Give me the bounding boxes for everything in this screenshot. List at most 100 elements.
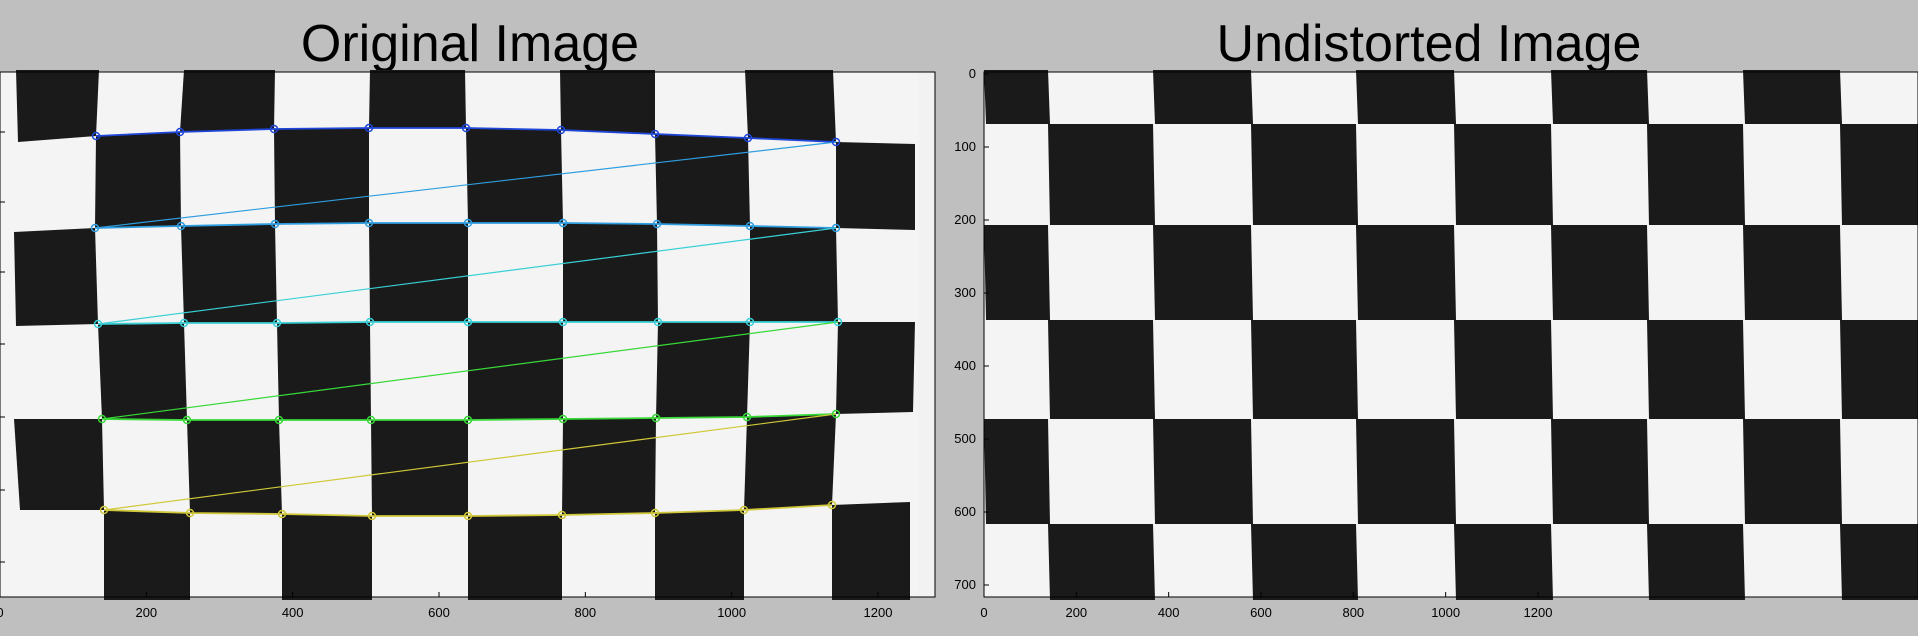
checker-square	[1454, 524, 1553, 600]
checker-square	[984, 225, 1050, 320]
corner-marker	[366, 415, 376, 425]
checker-square	[1647, 524, 1745, 600]
checker-square	[1356, 70, 1456, 124]
corner-marker	[97, 414, 107, 424]
corner-marker	[831, 223, 841, 233]
y-tick-label: 700	[954, 577, 976, 592]
corner-marker	[557, 510, 567, 520]
checker-square	[750, 226, 838, 322]
checker-square	[1153, 225, 1253, 320]
checker-square	[369, 70, 466, 128]
undistorted-image-title: Undistorted Image	[1216, 15, 1642, 73]
corner-marker	[365, 317, 375, 327]
corner-row-line	[97, 321, 838, 325]
corner-marker	[90, 223, 100, 233]
corner-marker	[175, 127, 185, 137]
checker-square	[984, 70, 1050, 124]
corner-marker	[745, 221, 755, 231]
y-tick-label: 300	[954, 285, 976, 300]
corner-row-line	[94, 222, 837, 229]
corner-marker	[179, 318, 189, 328]
corner-row-line	[101, 413, 837, 421]
x-tick-label: 600	[1250, 605, 1272, 620]
corner-row-line	[95, 127, 837, 143]
corner-marker	[650, 508, 660, 518]
corner-marker	[739, 505, 749, 515]
x-tick-label: 200	[1065, 605, 1087, 620]
y-tick-label: 200	[954, 212, 976, 227]
checker-square	[1048, 524, 1155, 600]
x-tick-label: 200	[135, 605, 157, 620]
checker-square	[1251, 524, 1358, 600]
checker-square	[1048, 124, 1155, 225]
checker-square	[371, 420, 468, 516]
corner-connector-line	[94, 141, 837, 229]
x-tick-label: 400	[282, 605, 304, 620]
corner-marker	[742, 412, 752, 422]
checker-square	[14, 228, 98, 326]
undistorted-panel: Undistorted Image 0 200 400 600 800 1000 1200 0…	[940, 0, 1918, 636]
corner-marker	[650, 129, 660, 139]
x-tick-label: 1200	[864, 605, 893, 620]
corner-marker	[364, 123, 374, 133]
corner-marker	[461, 123, 471, 133]
corner-marker	[91, 131, 101, 141]
checker-square	[744, 414, 836, 510]
corner-marker	[463, 218, 473, 228]
x-tick-label: 600	[428, 605, 450, 620]
corner-marker	[93, 319, 103, 329]
checker-square	[98, 323, 187, 420]
corner-marker	[269, 124, 279, 134]
x-tick-label: 1000	[1431, 605, 1460, 620]
checker-square	[468, 515, 562, 600]
corner-marker	[367, 511, 377, 521]
corner-marker	[270, 219, 280, 229]
checker-square	[1840, 320, 1918, 419]
x-tick-label: 1200	[1524, 605, 1553, 620]
corner-marker	[653, 317, 663, 327]
checker-square	[1356, 225, 1456, 320]
x-tick-label: 0	[980, 605, 987, 620]
x-tick-label: 400	[1158, 605, 1180, 620]
checker-square	[1153, 70, 1253, 124]
corner-connector-line	[101, 321, 839, 420]
checker-square	[95, 132, 181, 228]
checker-square	[468, 322, 563, 420]
checker-square	[1048, 320, 1155, 419]
checker-square	[836, 142, 915, 230]
y-tick-label: 100	[954, 139, 976, 154]
undistorted-image-plot: 0 200 400 600 800 1000 1200 0 100 200 300 400 500 600…	[954, 66, 1918, 620]
checker-square	[1647, 320, 1745, 419]
checker-square	[1743, 419, 1842, 524]
corner-marker	[463, 511, 473, 521]
axes-frame	[983, 71, 1918, 598]
corner-marker	[364, 218, 374, 228]
y-tick-label: 0	[969, 66, 976, 81]
corner-marker	[652, 219, 662, 229]
checker-square	[562, 418, 656, 515]
x-tick-label: 0	[0, 605, 4, 620]
corner-marker	[833, 317, 843, 327]
corner-marker	[277, 509, 287, 519]
checker-square	[466, 128, 563, 223]
x-tick-label: 800	[1342, 605, 1364, 620]
checker-square	[180, 70, 275, 132]
corner-marker	[745, 317, 755, 327]
y-tick-label: 500	[954, 431, 976, 446]
checker-square	[655, 134, 750, 226]
checker-square	[560, 70, 655, 134]
checker-square	[1251, 124, 1358, 225]
checker-square	[282, 514, 372, 600]
checker-square	[14, 419, 104, 510]
checker-square	[1153, 419, 1253, 524]
checker-square	[836, 322, 915, 414]
checker-square	[1743, 225, 1842, 320]
corner-marker	[558, 218, 568, 228]
checker-square	[1454, 320, 1553, 419]
x-tick-label: 1000	[717, 605, 746, 620]
checker-square	[104, 510, 190, 600]
checker-square	[1551, 419, 1649, 524]
axes-frame	[0, 71, 936, 598]
corner-connector-line	[103, 413, 837, 511]
original-panel: Original Image 0 200 400 600 800 1000 1200	[0, 0, 940, 636]
